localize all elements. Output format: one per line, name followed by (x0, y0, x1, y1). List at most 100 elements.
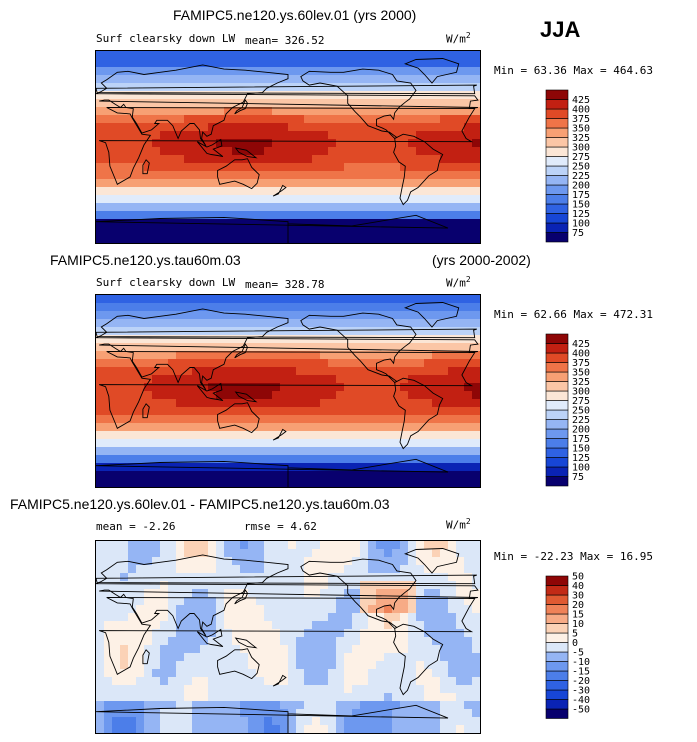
colorbar-box (545, 203, 569, 214)
field-cell (320, 407, 329, 416)
field-cell (384, 685, 393, 694)
field-cell (456, 375, 465, 384)
field-cell (464, 147, 473, 156)
field-cell (384, 131, 393, 140)
field-cell (160, 123, 169, 132)
field-cell (144, 455, 153, 464)
field-cell (416, 115, 425, 124)
field-cell (424, 51, 433, 60)
field-cell (216, 415, 225, 424)
field-cell (232, 653, 241, 662)
field-cell (240, 203, 249, 212)
field-cell (192, 637, 201, 646)
field-cell (448, 541, 457, 550)
field-cell (128, 415, 137, 424)
field-cell (152, 455, 161, 464)
field-cell (216, 59, 225, 68)
field-cell (376, 479, 385, 487)
field-cell (400, 351, 409, 360)
field-cell (192, 613, 201, 622)
field-cell (152, 107, 161, 116)
field-cell (296, 75, 305, 84)
field-cell (312, 383, 321, 392)
field-cell (224, 171, 233, 180)
field-cell (472, 107, 480, 116)
field-cell (368, 709, 377, 718)
field-cell (144, 171, 153, 180)
field-cell (96, 455, 105, 464)
field-cell (336, 455, 345, 464)
field-cell (368, 83, 377, 92)
field-cell (432, 717, 441, 726)
field-cell (384, 557, 393, 566)
field-cell (408, 123, 417, 132)
field-cell (360, 701, 369, 710)
colorbar-box (545, 371, 569, 382)
field-cell (472, 573, 480, 582)
field-cell (208, 295, 217, 304)
field-cell (424, 123, 433, 132)
field-cell (328, 295, 337, 304)
season-label: JJA (540, 17, 581, 42)
field-cell (248, 725, 257, 733)
field-cell (128, 335, 137, 344)
field-cell (288, 581, 297, 590)
field-cell (384, 383, 393, 392)
field-cell (464, 123, 473, 132)
field-cell (448, 195, 457, 204)
field-cell (152, 123, 161, 132)
field-cell (424, 541, 433, 550)
field-cell (168, 701, 177, 710)
field-cell (224, 479, 233, 487)
field-cell (448, 383, 457, 392)
field-cell (360, 235, 369, 243)
field-cell (456, 327, 465, 336)
field-cell (344, 549, 353, 558)
field-cell (432, 359, 441, 368)
field-cell (160, 343, 169, 352)
field-cell (432, 211, 441, 220)
panel1-map (95, 50, 481, 244)
field-cell (184, 343, 193, 352)
field-cell (440, 447, 449, 456)
field-cell (184, 677, 193, 686)
field-cell (152, 203, 161, 212)
field-cell (168, 203, 177, 212)
field-cell (184, 367, 193, 376)
field-cell (176, 75, 185, 84)
field-cell (336, 645, 345, 654)
field-cell (192, 717, 201, 726)
field-cell (256, 669, 265, 678)
field-cell (112, 415, 121, 424)
field-cell (296, 621, 305, 630)
field-cell (424, 399, 433, 408)
field-cell (256, 351, 265, 360)
field-cell (416, 701, 425, 710)
field-cell (136, 463, 145, 472)
field-cell (296, 211, 305, 220)
field-cell (368, 195, 377, 204)
field-cell (176, 581, 185, 590)
field-cell (96, 621, 105, 630)
field-cell (288, 479, 297, 487)
field-cell (280, 375, 289, 384)
field-cell (176, 115, 185, 124)
field-cell (168, 589, 177, 598)
field-cell (416, 311, 425, 320)
field-cell (120, 685, 129, 694)
field-cell (232, 423, 241, 432)
field-cell (152, 661, 161, 670)
field-cell (216, 335, 225, 344)
field-cell (176, 359, 185, 368)
field-cell (216, 51, 225, 60)
field-cell (448, 51, 457, 60)
field-cell (256, 131, 265, 140)
field-cell (384, 661, 393, 670)
field-cell (144, 91, 153, 100)
field-cell (320, 235, 329, 243)
field-cell (464, 375, 473, 384)
field-cell (304, 645, 313, 654)
field-cell (112, 479, 121, 487)
field-cell (320, 693, 329, 702)
field-cell (424, 597, 433, 606)
